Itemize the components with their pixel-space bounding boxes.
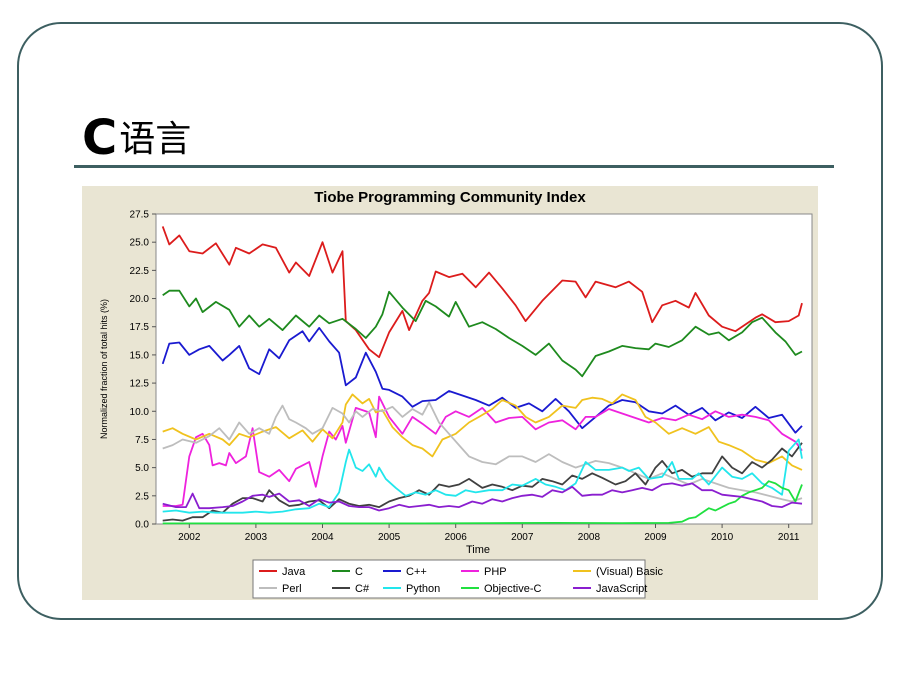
y-tick-label: 12.5 [130,379,150,390]
y-tick-label: 27.5 [130,210,150,221]
y-tick-label: 0.0 [135,520,149,531]
legend-label: Perl [282,583,302,595]
series-line-c [162,289,803,378]
legend-label: C [355,566,363,578]
y-tick-label: 17.5 [130,322,150,333]
series-line-javascript [162,482,803,512]
legend: Java C C++ PHP (Visual) Basic Perl C# Python Obj… [252,559,664,599]
tiobe-chart: Tiobe Programming Community Index 0.0 2.5… [99,189,813,599]
x-tick-label: 2009 [644,532,667,543]
title-rule [74,165,834,168]
chart-title: Tiobe Programming Community Index [314,189,586,206]
y-tick-label: 22.5 [130,266,150,277]
series-line-python [162,438,803,514]
legend-label: C# [355,583,370,595]
series-line-perl [162,401,803,503]
series-lines [161,226,803,525]
y-tick-label: 10.0 [130,407,150,418]
series-line-objective-c [162,480,803,525]
y-tick-label: 7.5 [135,435,149,446]
series-line-visual-basic [162,393,803,471]
x-tick-label: 2002 [178,532,201,543]
y-tick-label: 5.0 [135,463,149,474]
legend-label: Python [406,583,440,595]
x-tick-label: 2004 [311,532,334,543]
series-line-php [162,395,803,507]
slide-title: C 语言 [82,106,191,162]
chart-panel: Tiobe Programming Community Index 0.0 2.5… [82,186,818,600]
slide-title-c: C [82,110,118,166]
y-tick-label: 15.0 [130,350,150,361]
y-tick-label: 2.5 [135,491,149,502]
legend-label: Objective-C [484,583,542,595]
y-axis: 0.0 2.5 5.0 7.5 10.0 12.5 15.0 17.5 20.0 22.5 25.0… [130,210,156,531]
legend-label: PHP [484,566,507,578]
y-axis-label: Normalized fraction of total hits (%) [99,299,109,439]
x-tick-label: 2008 [578,532,601,543]
slide-title-rest: 语言 [119,119,192,160]
slide-frame [17,22,883,620]
x-tick-label: 2011 [778,532,800,543]
series-line-c [161,327,803,434]
x-tick-label: 2007 [511,532,534,543]
x-axis-label: Time [466,544,490,556]
legend-label: (Visual) Basic [596,566,664,578]
x-tick-label: 2003 [245,532,268,543]
x-tick-label: 2005 [378,532,401,543]
x-tick-label: 2010 [711,532,734,543]
y-tick-label: 25.0 [130,238,150,249]
plot-area [155,213,813,525]
x-tick-label: 2006 [445,532,468,543]
series-line-java [161,226,803,359]
x-axis: 2002 2003 2004 2005 2006 2007 2008 2009 2010 2011 [178,524,800,543]
legend-label: Java [282,566,306,578]
legend-label: JavaScript [596,583,647,595]
legend-box [252,559,646,599]
legend-label: C++ [406,566,427,578]
y-tick-label: 20.0 [130,294,150,305]
